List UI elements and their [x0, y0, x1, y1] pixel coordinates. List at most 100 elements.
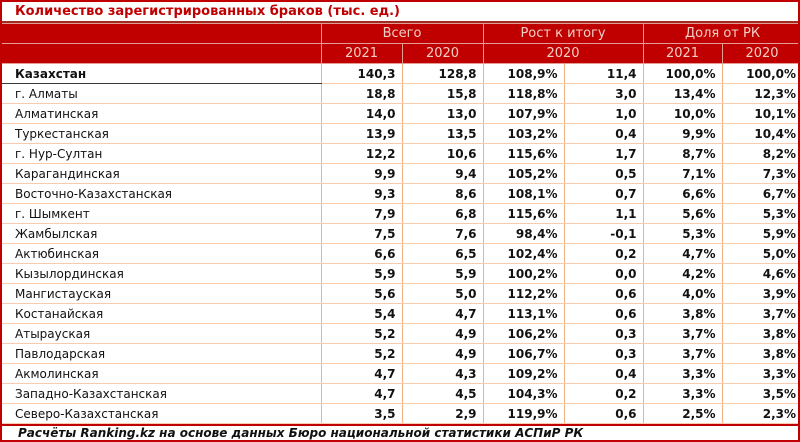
- value-cell: 100,0%: [722, 63, 798, 84]
- value-cell: 3,7%: [643, 323, 723, 344]
- value-cell: 3,9%: [722, 283, 798, 304]
- value-cell: 6,8: [402, 203, 484, 224]
- value-cell: 9,4: [402, 163, 484, 184]
- value-cell: 5,2: [321, 343, 403, 364]
- value-cell: 5,9: [402, 263, 484, 284]
- value-cell: 3,7%: [643, 343, 723, 364]
- value-cell: 0,3: [564, 343, 644, 364]
- value-cell: 0,7: [564, 183, 644, 204]
- value-cell: 0,2: [564, 243, 644, 264]
- value-cell: 12,2: [321, 143, 403, 164]
- region-name: г. Шымкент: [2, 203, 322, 224]
- value-cell: 98,4%: [483, 223, 565, 244]
- value-cell: 104,3%: [483, 383, 565, 404]
- value-cell: 7,3%: [722, 163, 798, 184]
- source-note: Расчёты Ranking.kz на основе данных Бюро…: [18, 426, 584, 440]
- value-cell: 0,6: [564, 283, 644, 304]
- value-cell: 4,7: [321, 363, 403, 384]
- value-cell: 4,5: [402, 383, 484, 404]
- table-row: Восточно-Казахстанская 9,3 8,6 108,1% 0,7 6,6…: [2, 183, 798, 204]
- table-row: Кызылординская 5,9 5,9 100,2% 0,0 4,2% 4,6%: [2, 263, 798, 284]
- value-cell: 4,0%: [643, 283, 723, 304]
- region-name: Карагандинская: [2, 163, 322, 184]
- table-row: Туркестанская 13,9 13,5 103,2% 0,4 9,9% 10,4%: [2, 123, 798, 144]
- table-row: Акмолинская 4,7 4,3 109,2% 0,4 3,3% 3,3%: [2, 363, 798, 384]
- value-cell: 7,5: [321, 223, 403, 244]
- value-cell: 8,2%: [722, 143, 798, 164]
- value-cell: 5,3%: [643, 223, 723, 244]
- table-row: Атырауская 5,2 4,9 106,2% 0,3 3,7% 3,8%: [2, 323, 798, 344]
- region-name: Казахстан: [2, 63, 322, 84]
- value-cell: 4,2%: [643, 263, 723, 284]
- value-cell: 7,9: [321, 203, 403, 224]
- value-cell: 14,0: [321, 103, 403, 124]
- table-row: Жамбылская 7,5 7,6 98,4% -0,1 5,3% 5,9%: [2, 223, 798, 244]
- table-header: Всего Рост к итогу Доля от РК 2021 2020 …: [2, 23, 798, 64]
- group-header-growth: Рост к итогу: [482, 23, 644, 44]
- value-cell: 100,0%: [643, 63, 723, 84]
- table-row: Мангистауская 5,6 5,0 112,2% 0,6 4,0% 3,9%: [2, 283, 798, 304]
- value-cell: 4,6%: [722, 263, 798, 284]
- value-cell: 108,1%: [483, 183, 565, 204]
- region-name: Мангистауская: [2, 283, 322, 304]
- value-cell: 1,1: [564, 203, 644, 224]
- region-name: Жамбылская: [2, 223, 322, 244]
- region-name: Алматинская: [2, 103, 322, 124]
- value-cell: 0,6: [564, 403, 644, 424]
- value-cell: 3,3%: [643, 363, 723, 384]
- table-row: Павлодарская 5,2 4,9 106,7% 0,3 3,7% 3,8%: [2, 343, 798, 364]
- region-name: Акмолинская: [2, 363, 322, 384]
- value-cell: 13,4%: [643, 83, 723, 104]
- value-cell: 10,6: [402, 143, 484, 164]
- value-cell: 109,2%: [483, 363, 565, 384]
- value-cell: 108,9%: [483, 63, 565, 84]
- value-cell: -0,1: [564, 223, 644, 244]
- year-header-share-2020: 2020: [721, 43, 798, 64]
- value-cell: 3,8%: [722, 323, 798, 344]
- region-name: Западно-Казахстанская: [2, 383, 322, 404]
- value-cell: 1,7: [564, 143, 644, 164]
- value-cell: 106,2%: [483, 323, 565, 344]
- value-cell: 128,8: [402, 63, 484, 84]
- value-cell: 11,4: [564, 63, 644, 84]
- value-cell: 118,8%: [483, 83, 565, 104]
- value-cell: 13,0: [402, 103, 484, 124]
- value-cell: 6,6%: [643, 183, 723, 204]
- value-cell: 3,7%: [722, 303, 798, 324]
- value-cell: 8,7%: [643, 143, 723, 164]
- value-cell: 140,3: [321, 63, 403, 84]
- region-name: Туркестанская: [2, 123, 322, 144]
- value-cell: 7,1%: [643, 163, 723, 184]
- value-cell: 5,3%: [722, 203, 798, 224]
- value-cell: 4,7: [402, 303, 484, 324]
- region-name: Атырауская: [2, 323, 322, 344]
- value-cell: 5,0: [402, 283, 484, 304]
- value-cell: 10,4%: [722, 123, 798, 144]
- region-name: Кызылординская: [2, 263, 322, 284]
- value-cell: 105,2%: [483, 163, 565, 184]
- page-title: Количество зарегистрированных браков (ты…: [15, 4, 400, 19]
- value-cell: 8,6: [402, 183, 484, 204]
- year-header-total-2021: 2021: [320, 43, 403, 64]
- value-cell: 12,3%: [722, 83, 798, 104]
- value-cell: 1,0: [564, 103, 644, 124]
- region-column-header: [2, 23, 322, 44]
- value-cell: 5,6: [321, 283, 403, 304]
- footer-bar: Расчёты Ranking.kz на основе данных Бюро…: [2, 424, 798, 440]
- year-header-total-2020: 2020: [401, 43, 484, 64]
- value-cell: 4,3: [402, 363, 484, 384]
- value-cell: 4,7: [321, 383, 403, 404]
- value-cell: 0,5: [564, 163, 644, 184]
- table-row: г. Алматы 18,8 15,8 118,8% 3,0 13,4% 12,3%: [2, 83, 798, 104]
- year-header-row: 2021 2020 2020 2021 2020: [2, 43, 798, 64]
- value-cell: 3,0: [564, 83, 644, 104]
- value-cell: 4,9: [402, 323, 484, 344]
- region-column-header-empty: [2, 43, 322, 64]
- group-header-row: Всего Рост к итогу Доля от РК: [2, 23, 798, 44]
- marriages-table: Всего Рост к итогу Доля от РК 2021 2020 …: [2, 23, 798, 424]
- value-cell: 18,8: [321, 83, 403, 104]
- value-cell: 6,6: [321, 243, 403, 264]
- table-row: Казахстан 140,3 128,8 108,9% 11,4 100,0% 100,0…: [2, 63, 798, 84]
- value-cell: 9,3: [321, 183, 403, 204]
